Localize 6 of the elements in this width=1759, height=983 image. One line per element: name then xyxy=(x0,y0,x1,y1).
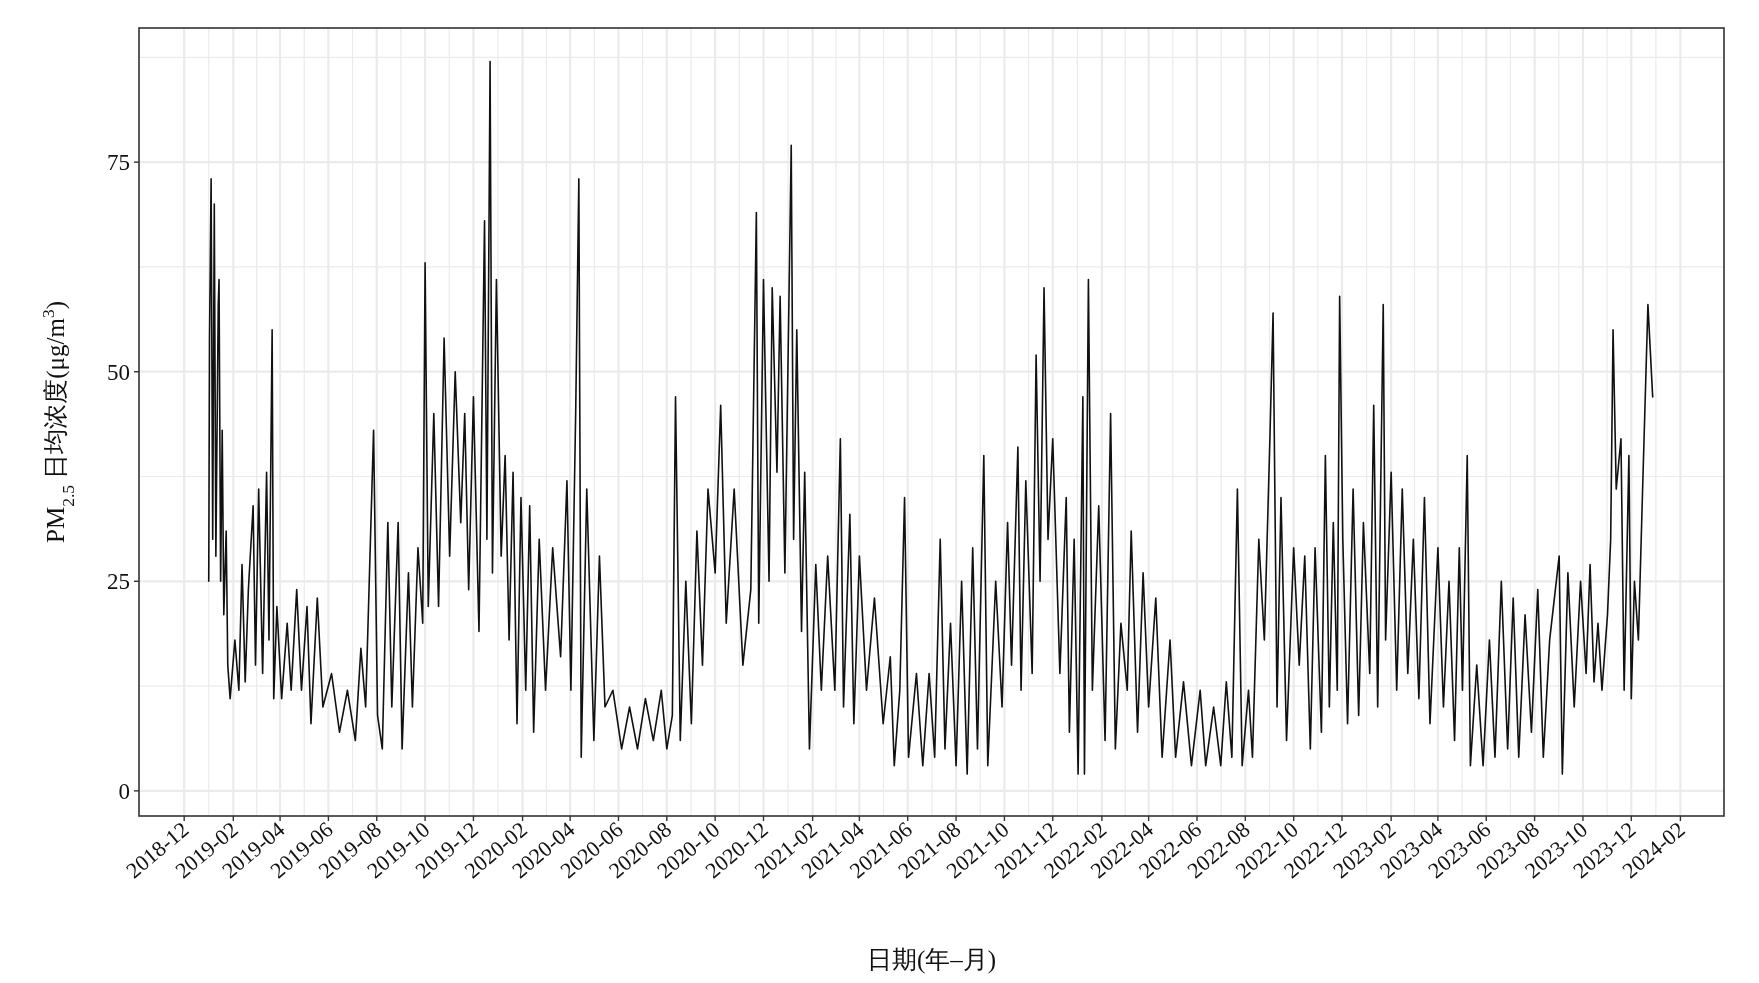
x-axis-title: 日期(年–月) xyxy=(866,946,997,974)
y-tick-label: 25 xyxy=(107,569,130,595)
y-tick-label: 0 xyxy=(118,778,130,804)
y-tick-label: 75 xyxy=(107,150,130,176)
y-tick-label: 50 xyxy=(107,359,130,385)
line-series xyxy=(207,60,1654,775)
